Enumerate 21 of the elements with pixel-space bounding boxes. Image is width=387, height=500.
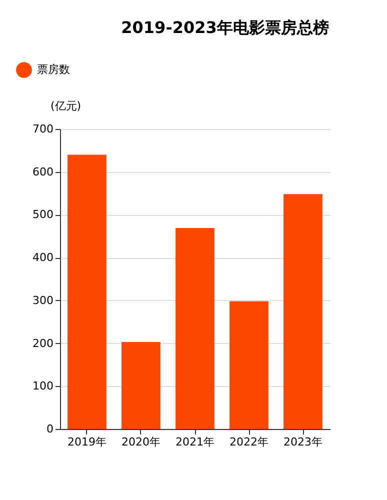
y-tick-label: 500 <box>32 208 54 222</box>
y-tick-label: 200 <box>32 336 54 350</box>
legend-label: 票房数 <box>37 63 70 76</box>
y-tick-label: 600 <box>32 165 54 178</box>
bar <box>68 154 106 429</box>
bar <box>176 228 214 429</box>
y-tick-label: 0 <box>46 422 54 436</box>
y-tick-label: 100 <box>32 380 54 393</box>
bar <box>122 342 160 429</box>
y-tick-label: 400 <box>32 251 54 264</box>
x-tick-label: 2023年 <box>284 436 322 448</box>
y-tick-label: 700 <box>32 122 54 136</box>
bar <box>230 301 268 429</box>
y-axis-title: (亿元) <box>50 100 82 112</box>
x-tick-label: 2021年 <box>176 436 214 448</box>
x-tick-label: 2020年 <box>122 436 160 448</box>
chart-title: 2019-2023年电影票房总榜 <box>121 18 329 37</box>
x-tick-label: 2022年 <box>230 436 268 448</box>
x-tick-label: 2019年 <box>68 436 106 448</box>
bar <box>284 194 322 429</box>
y-tick-label: 300 <box>32 294 54 307</box>
